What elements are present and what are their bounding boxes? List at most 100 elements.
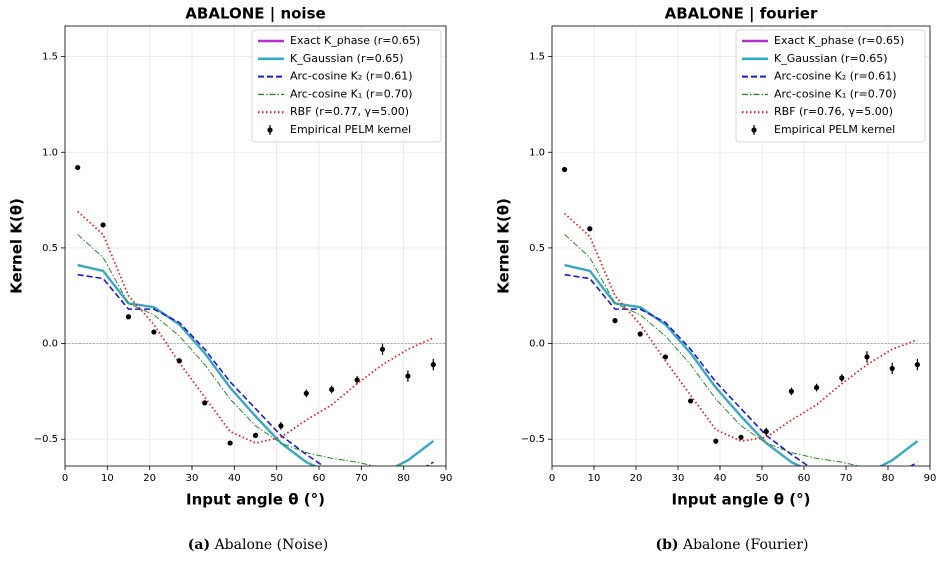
data-point <box>839 375 845 381</box>
x-tick-label: 90 <box>440 473 453 484</box>
legend-label: K_Gaussian (r=0.65) <box>290 52 404 65</box>
series-line <box>564 234 861 466</box>
data-point <box>688 398 694 404</box>
y-axis-label: Kernel K(θ) <box>8 198 26 294</box>
chart-title: ABALONE | fourier <box>665 5 818 24</box>
x-tick-label: 70 <box>840 473 853 484</box>
x-tick-label: 0 <box>62 473 68 484</box>
data-point <box>125 314 132 320</box>
x-tick-label: 50 <box>756 473 769 484</box>
legend-label: Arc-cosine K₂ (r=0.61) <box>774 70 897 83</box>
legend-label: Arc-cosine K₁ (r=0.70) <box>290 87 413 100</box>
legend-swatch <box>751 127 757 133</box>
x-tick-label: 80 <box>882 473 895 484</box>
x-tick-label: 20 <box>630 473 643 484</box>
series-line <box>77 234 377 466</box>
x-tick-label: 80 <box>397 473 410 484</box>
data-point <box>763 428 769 435</box>
data-point <box>562 166 568 173</box>
x-tick-label: 0 <box>549 473 555 484</box>
y-tick-label: −0.5 <box>521 434 545 445</box>
data-point <box>814 384 820 391</box>
data-point <box>202 400 208 406</box>
legend-label: RBF (r=0.76, γ=5.00) <box>774 105 893 118</box>
caption-label: (a) <box>188 537 210 553</box>
legend-label: Arc-cosine K₁ (r=0.70) <box>774 87 897 100</box>
data-point <box>914 362 921 368</box>
x-tick-label: 40 <box>228 473 241 484</box>
y-tick-label: 0.5 <box>42 243 58 254</box>
legend-label: Exact K_phase (r=0.65) <box>290 34 420 47</box>
x-tick-label: 40 <box>714 473 727 484</box>
series-line <box>77 210 434 444</box>
legend: Exact K_phase (r=0.65) K_Gaussian (r=0.65… <box>735 29 926 143</box>
data-point <box>889 365 895 372</box>
legend: Exact K_phase (r=0.65) K_Gaussian (r=0.65… <box>251 29 442 143</box>
y-tick-label: 1.0 <box>42 147 58 158</box>
data-point <box>612 318 618 324</box>
y-tick-label: 1.5 <box>42 52 58 63</box>
x-tick-label: 90 <box>924 473 937 484</box>
x-tick-label: 30 <box>186 473 199 484</box>
data-point <box>227 440 233 446</box>
data-point <box>278 423 284 429</box>
x-tick-label: 10 <box>588 473 601 484</box>
chart: 0 10 20 30 40 50 60 70 80 90 −0.5 0.0 0.5 1.0 1.5 ABALO… <box>495 5 937 509</box>
legend-label: RBF (r=0.77, γ=5.00) <box>290 105 409 118</box>
legend-label: Arc-cosine K₂ (r=0.61) <box>290 70 413 83</box>
x-tick-label: 20 <box>143 473 156 484</box>
y-tick-label: 0.0 <box>42 339 58 350</box>
data-point <box>864 354 870 360</box>
caption-text: Abalone (Fourier) <box>682 537 809 553</box>
data-point <box>329 386 335 393</box>
axes-frame <box>64 25 447 467</box>
data-point <box>587 226 593 232</box>
y-tick-label: 0.0 <box>529 339 545 350</box>
legend-box <box>251 29 442 143</box>
data-point <box>788 388 795 394</box>
y-tick-label: 1.0 <box>529 147 545 158</box>
data-point <box>151 329 157 335</box>
legend-label: Empirical PELM kernel <box>290 123 411 136</box>
data-point <box>303 390 309 396</box>
plot-content <box>562 166 921 466</box>
chart-title: ABALONE | noise <box>185 5 325 24</box>
plot-content <box>75 164 436 466</box>
caption-label: (b) <box>655 537 678 553</box>
x-tick-label: 50 <box>270 473 283 484</box>
data-point <box>252 432 259 438</box>
data-point <box>405 373 411 379</box>
x-tick-label: 10 <box>101 473 114 484</box>
data-point <box>176 358 182 364</box>
x-tick-label: 60 <box>313 473 326 484</box>
caption-text: Abalone (Noise) <box>214 537 329 553</box>
legend-label: Exact K_phase (r=0.65) <box>774 34 904 47</box>
y-tick-label: 0.5 <box>529 243 545 254</box>
data-point <box>75 164 81 171</box>
caption: (a) Abalone (Noise) <box>188 537 328 553</box>
series-line <box>564 264 919 466</box>
data-point <box>354 377 360 383</box>
data-point <box>713 438 719 444</box>
data-point <box>637 331 643 337</box>
chart: 0 10 20 30 40 50 60 70 80 90 −0.5 0.0 0.5 1.0 1.5 ABALO… <box>8 5 453 509</box>
series-line <box>563 212 918 443</box>
y-axis-label: Kernel K(θ) <box>495 198 513 294</box>
data-point <box>100 222 106 228</box>
x-axis-label: Input angle θ (°) <box>186 491 325 509</box>
legend-swatch <box>267 127 273 133</box>
caption: (b) Abalone (Fourier) <box>655 537 808 553</box>
y-tick-label: 1.5 <box>529 52 545 63</box>
x-axis-label: Input angle θ (°) <box>672 491 811 509</box>
legend-label: Empirical PELM kernel <box>774 123 895 136</box>
x-tick-label: 60 <box>798 473 811 484</box>
axes-frame <box>551 25 931 467</box>
series-line <box>77 273 434 466</box>
data-point <box>379 346 386 352</box>
x-tick-label: 70 <box>355 473 368 484</box>
legend-label: K_Gaussian (r=0.65) <box>774 52 888 65</box>
x-tick-label: 30 <box>672 473 685 484</box>
legend-box <box>735 29 926 143</box>
series-line <box>564 273 918 466</box>
